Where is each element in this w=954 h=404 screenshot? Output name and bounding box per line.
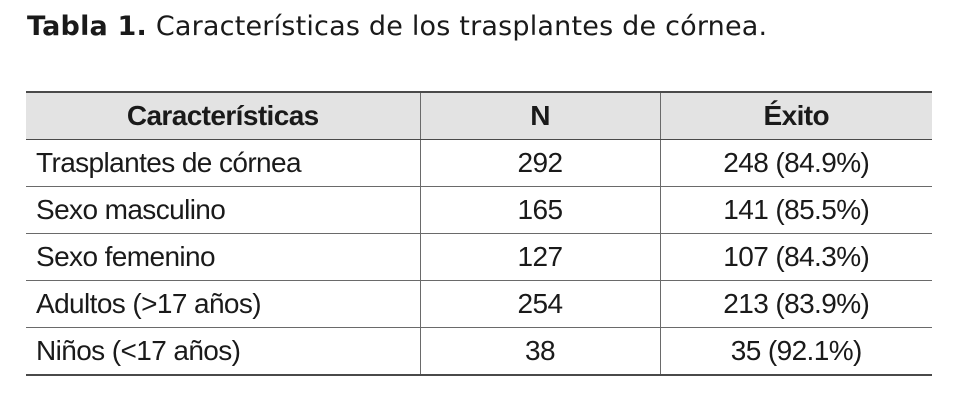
cell-exito: 248 (84.9%): [659, 139, 932, 187]
characteristics-table: Características N Éxito Trasplantes de c…: [26, 91, 932, 376]
cell-characteristic: Trasplantes de córnea: [26, 139, 420, 187]
cell-n: 38: [419, 327, 660, 376]
table-row: Adultos (>17 años) 254 213 (83.9%): [26, 280, 932, 328]
table-row: Trasplantes de córnea 292 248 (84.9%): [26, 139, 932, 187]
cell-characteristic: Sexo masculino: [26, 186, 420, 234]
table-row: Sexo masculino 165 141 (85.5%): [26, 186, 932, 234]
cell-n: 254: [419, 280, 660, 328]
cell-exito: 35 (92.1%): [659, 327, 932, 376]
cell-characteristic: Adultos (>17 años): [26, 280, 420, 328]
table-row: Sexo femenino 127 107 (84.3%): [26, 233, 932, 281]
header-exito: Éxito: [659, 91, 932, 140]
cell-characteristic: Sexo femenino: [26, 233, 420, 281]
table-caption-text: Características de los trasplantes de có…: [155, 11, 768, 42]
cell-exito: 213 (83.9%): [659, 280, 932, 328]
table-caption-label: Tabla 1.: [27, 11, 148, 42]
cell-n: 127: [419, 233, 660, 281]
cell-exito: 141 (85.5%): [659, 186, 932, 234]
cell-exito: 107 (84.3%): [659, 233, 932, 281]
table-row: Niños (<17 años) 38 35 (92.1%): [26, 327, 932, 376]
header-n: N: [419, 91, 660, 140]
cell-characteristic: Niños (<17 años): [26, 327, 420, 376]
cell-n: 165: [419, 186, 660, 234]
header-caracteristicas: Características: [26, 91, 420, 140]
cell-n: 292: [419, 139, 660, 187]
table-header-row: Características N Éxito: [26, 91, 932, 140]
table-caption: Tabla 1. Características de los trasplan…: [27, 10, 767, 44]
